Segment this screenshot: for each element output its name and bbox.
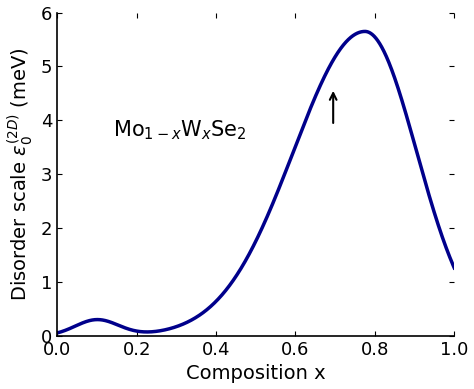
X-axis label: Composition x: Composition x [186,364,326,384]
Y-axis label: Disorder scale $\varepsilon_0^{(2D)}$ (meV): Disorder scale $\varepsilon_0^{(2D)}$ (m… [6,47,36,301]
Text: Mo$_{1-x}$W$_x$Se$_2$: Mo$_{1-x}$W$_x$Se$_2$ [113,119,246,142]
